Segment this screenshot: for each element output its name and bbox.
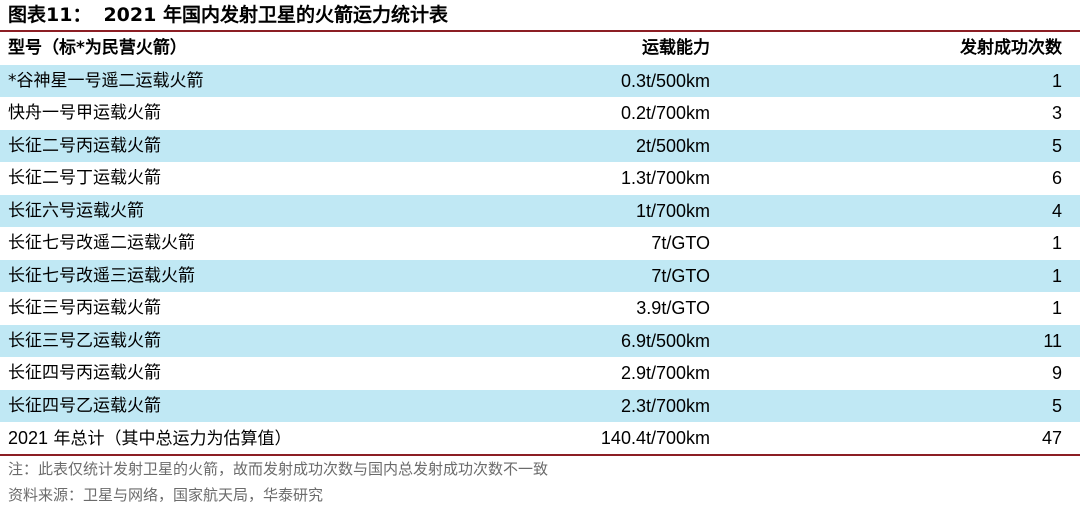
row-model: 长征四号乙运载火箭 (8, 395, 161, 416)
row-model: 长征六号运载火箭 (8, 200, 144, 221)
figure-title-text: 2021 年国内发射卫星的火箭运力统计表 (103, 4, 448, 26)
row-launches: 1 (1051, 70, 1062, 91)
row-capacity: 0.2t/700km (620, 103, 710, 123)
table-bottom-divider (0, 454, 1080, 456)
row-launches: 11 (1043, 330, 1062, 351)
row-model: 长征四号丙运载火箭 (8, 363, 161, 383)
row-model: 长征三号乙运载火箭 (8, 330, 161, 351)
row-launches: 1 (1051, 233, 1062, 253)
table-row: 长征二号丁运载火箭 1.3t/700km 6 (0, 162, 1080, 195)
table-row: 长征七号改遥三运载火箭 7t/GTO 1 (0, 259, 1080, 292)
table-row: 长征四号乙运载火箭 2.3t/700km 5 (0, 389, 1080, 422)
header-launches: 发射成功次数 (960, 38, 1062, 58)
table-row: *谷神星一号遥二运载火箭 0.3t/500km 1 (0, 64, 1080, 97)
row-model: 长征七号改遥三运载火箭 (8, 265, 195, 286)
source-note: 资料来源：卫星与网络，国家航天局，华泰研究 (8, 486, 324, 504)
row-model: 长征二号丁运载火箭 (8, 168, 161, 188)
row-model: 长征七号改遥二运载火箭 (8, 233, 195, 253)
table-row: 长征七号改遥二运载火箭 7t/GTO 1 (0, 227, 1080, 260)
row-model: 长征二号丙运载火箭 (8, 135, 161, 156)
row-launches: 1 (1051, 298, 1062, 318)
row-model: 长征三号丙运载火箭 (8, 298, 161, 318)
row-capacity: 2.3t/700km (620, 395, 710, 416)
row-capacity: 3.9t/GTO (636, 298, 710, 318)
figure-title: 图表11： 2021 年国内发射卫星的火箭运力统计表 (8, 0, 448, 30)
total-launches: 47 (1041, 428, 1062, 448)
row-model: *谷神星一号遥二运载火箭 (8, 70, 204, 91)
row-model: 快舟一号甲运载火箭 (8, 103, 161, 123)
table-header-row: 型号（标*为民营火箭） 运载能力 发射成功次数 (0, 32, 1080, 65)
table-row: 长征四号丙运载火箭 2.9t/700km 9 (0, 357, 1080, 390)
table-footnote: 注：此表仅统计发射卫星的火箭，故而发射成功次数与国内总发射成功次数不一致 (8, 460, 549, 478)
total-year: 2021 (8, 428, 49, 448)
rocket-capacity-table: 型号（标*为民营火箭） 运载能力 发射成功次数 *谷神星一号遥二运载火箭 0.3… (0, 32, 1080, 455)
row-launches: 5 (1051, 135, 1062, 156)
header-model: 型号（标*为民营火箭） (8, 38, 187, 58)
table-row: 长征三号丙运载火箭 3.9t/GTO 1 (0, 292, 1080, 325)
title-divider (0, 30, 1080, 32)
row-capacity: 7t/GTO (651, 265, 710, 286)
row-launches: 9 (1051, 363, 1062, 383)
table-row: 长征二号丙运载火箭 2t/500km 5 (0, 129, 1080, 162)
row-launches: 6 (1051, 168, 1062, 188)
table-total-row: 2021 年总计（其中总运力为估算值） 140.4t/700km 47 (0, 422, 1080, 455)
row-capacity: 6.9t/500km (620, 330, 710, 351)
table-row: 长征六号运载火箭 1t/700km 4 (0, 194, 1080, 227)
figure-label: 图表11： (8, 4, 92, 26)
row-capacity: 7t/GTO (651, 233, 710, 253)
row-capacity: 2.9t/700km (620, 363, 710, 383)
row-launches: 1 (1051, 265, 1062, 286)
total-capacity: 140.4t/700km (600, 428, 710, 448)
total-label: 2021 年总计（其中总运力为估算值） (8, 422, 291, 455)
row-launches: 4 (1051, 200, 1062, 221)
total-label-text: 年总计（其中总运力为估算值） (48, 429, 292, 449)
row-capacity: 1.3t/700km (620, 168, 710, 188)
row-capacity: 0.3t/500km (620, 70, 710, 91)
row-launches: 5 (1051, 395, 1062, 416)
row-capacity: 2t/500km (635, 135, 710, 156)
header-capacity: 运载能力 (642, 38, 710, 58)
table-row: 快舟一号甲运载火箭 0.2t/700km 3 (0, 97, 1080, 130)
table-row: 长征三号乙运载火箭 6.9t/500km 11 (0, 324, 1080, 357)
row-launches: 3 (1051, 103, 1062, 123)
row-capacity: 1t/700km (635, 200, 710, 221)
